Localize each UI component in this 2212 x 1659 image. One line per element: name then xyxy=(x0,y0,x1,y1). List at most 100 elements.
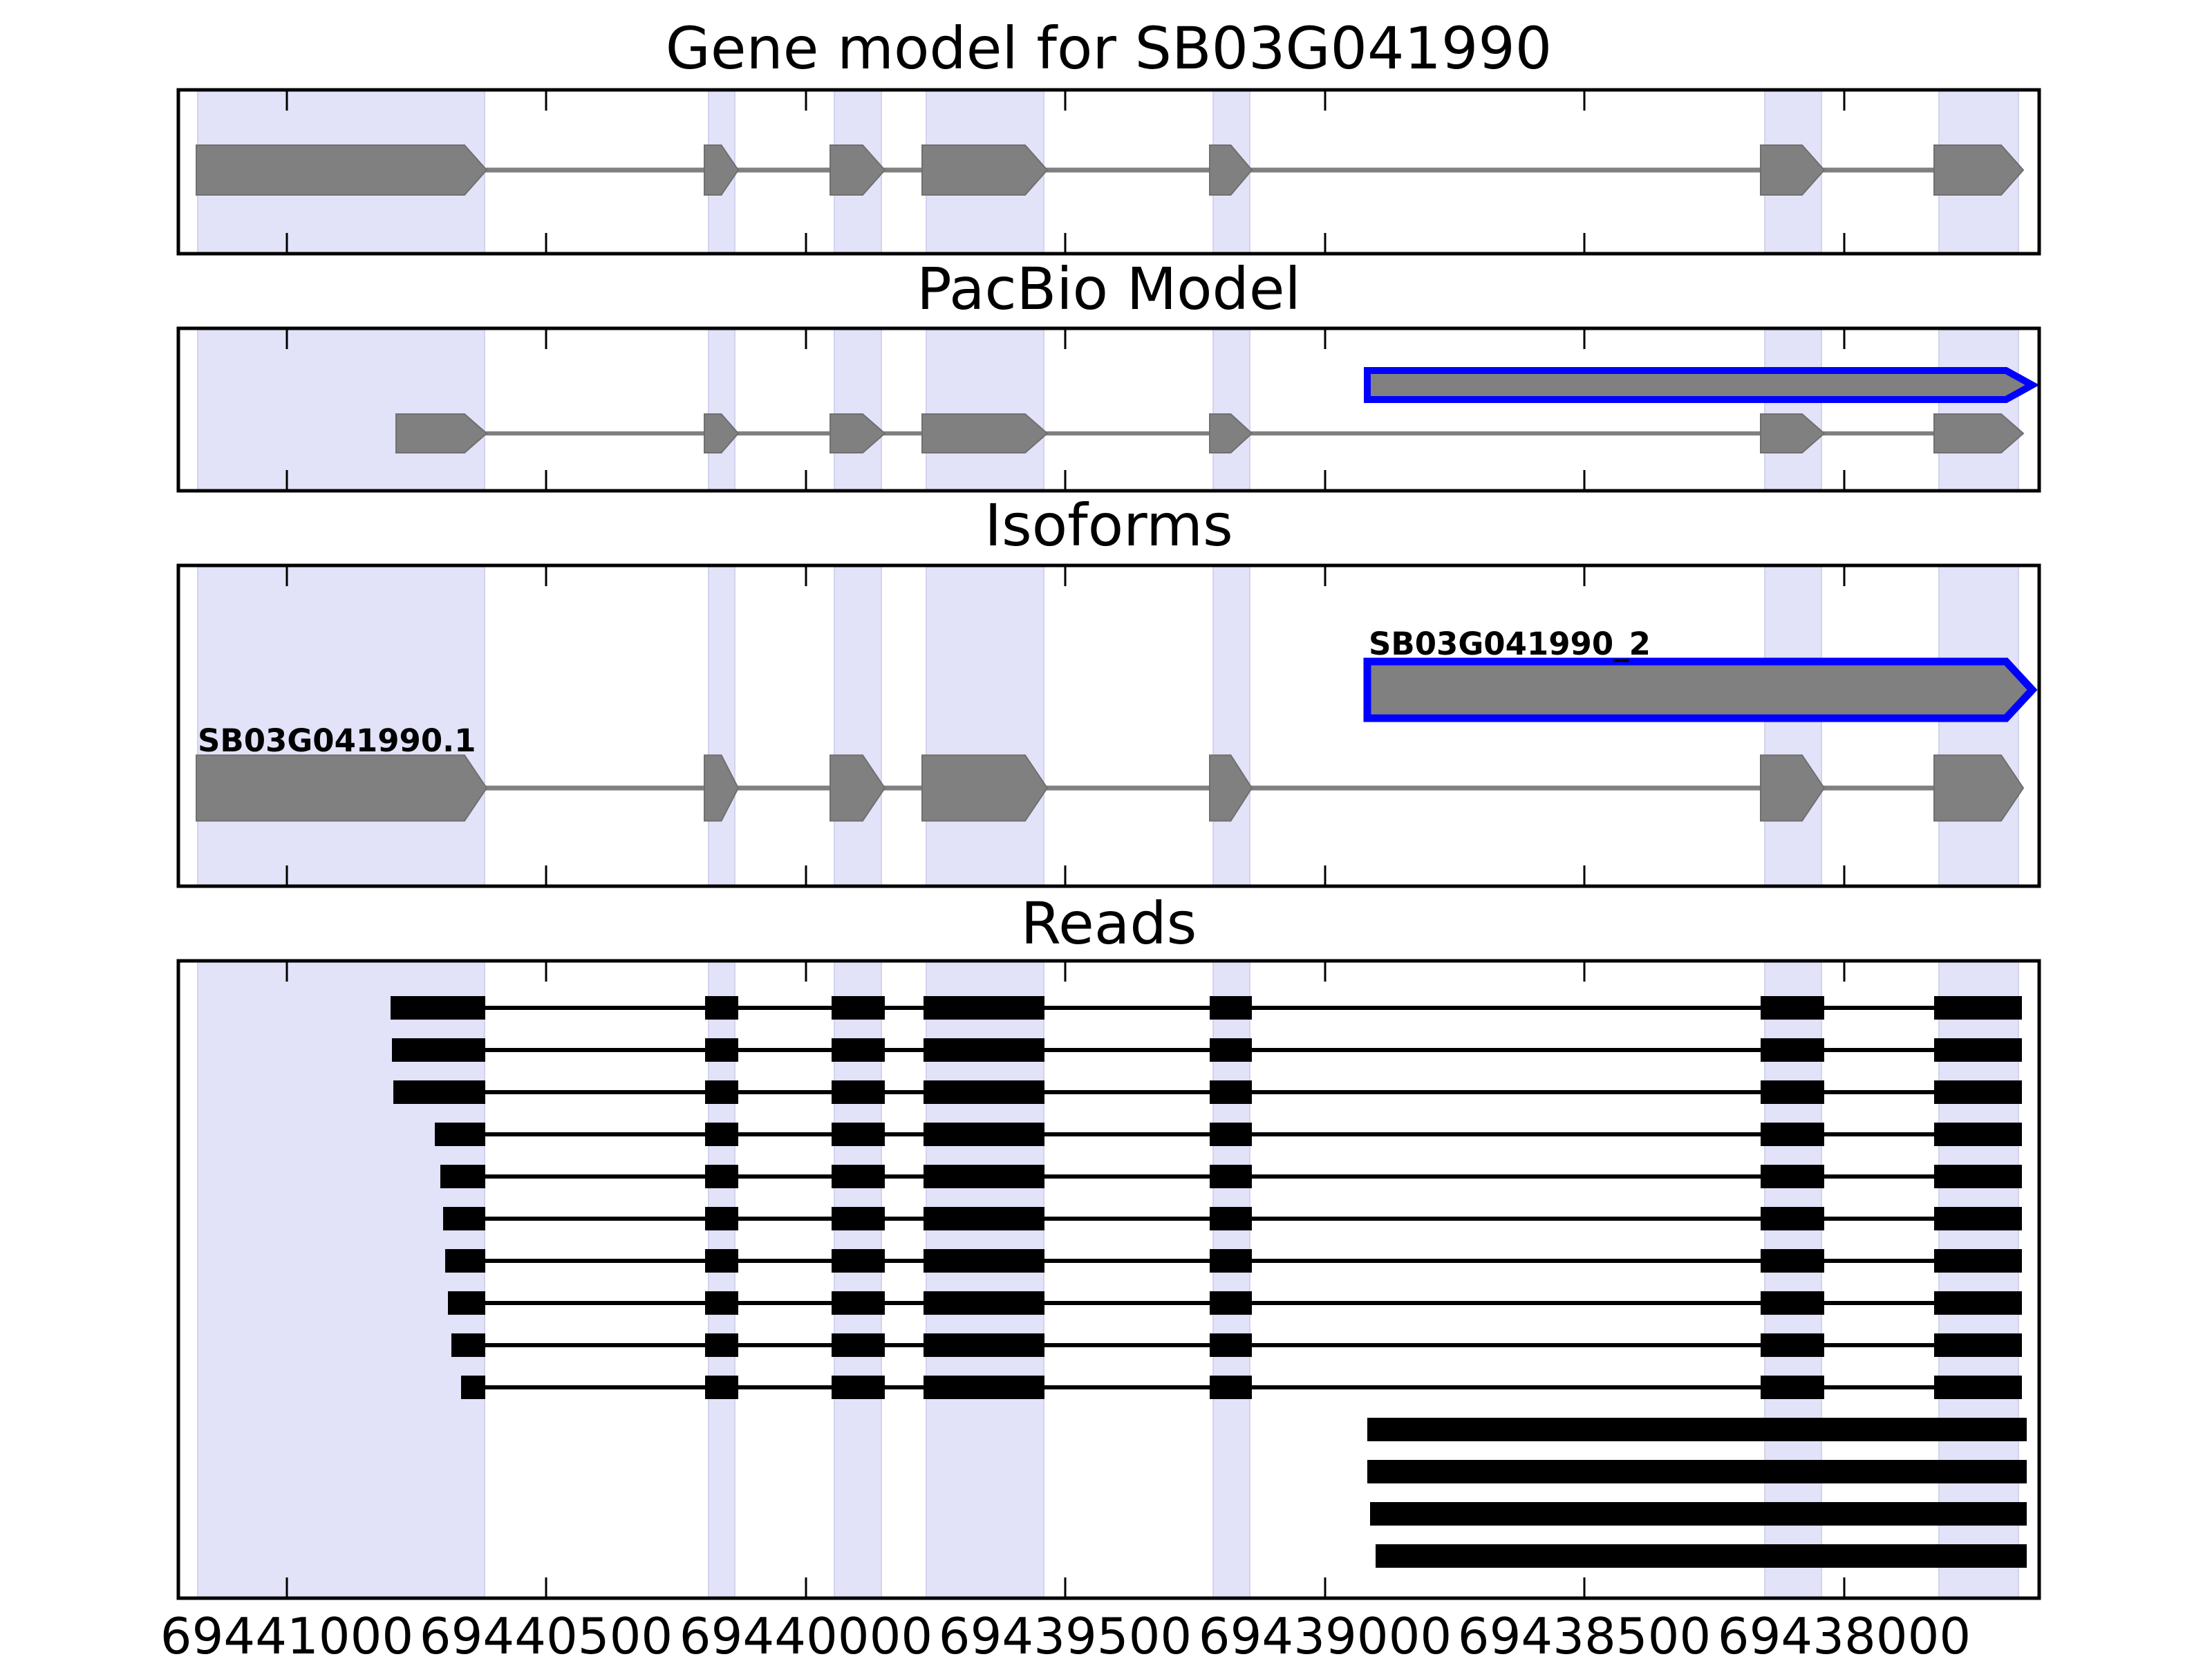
read-exon xyxy=(1210,1249,1252,1273)
panel-isoforms: SB03G041990_2 SB03G041990.1 xyxy=(176,563,2041,888)
read-exon xyxy=(1210,1123,1252,1146)
read-exon xyxy=(924,996,1044,1020)
read-exon xyxy=(1934,1333,2022,1357)
panel-gene-model xyxy=(176,88,2041,256)
read-exon xyxy=(461,1376,485,1399)
read-exon xyxy=(832,1038,885,1062)
x-axis-tick-label: 69440500 xyxy=(420,1607,673,1659)
unspliced-read xyxy=(1376,1544,2027,1568)
unspliced-read xyxy=(1367,1460,2027,1483)
x-axis-tick-label: 69439500 xyxy=(939,1607,1192,1659)
read-exon xyxy=(1934,1207,2022,1230)
read-exon xyxy=(832,1080,885,1104)
panel-title-reads: Reads xyxy=(1020,890,1197,957)
read-exon xyxy=(1210,1333,1252,1357)
x-axis-tick-label: 69438500 xyxy=(1458,1607,1711,1659)
read-exon xyxy=(1934,1376,2022,1399)
exon xyxy=(921,144,1049,196)
read-exon xyxy=(1934,1123,2022,1146)
read-exon xyxy=(391,996,485,1020)
panel-border xyxy=(176,326,2041,493)
read-exon xyxy=(705,1291,738,1315)
read-exon xyxy=(705,1165,738,1188)
exon-highlight-band xyxy=(834,960,882,1599)
exon xyxy=(830,754,886,822)
read-exon xyxy=(832,1123,885,1146)
read-exon xyxy=(451,1333,485,1357)
read-exon xyxy=(832,996,885,1020)
read-exon xyxy=(705,1249,738,1273)
read-exon xyxy=(1761,1376,1824,1399)
read-exon xyxy=(392,1038,485,1062)
read-exon xyxy=(1761,1333,1824,1357)
exon xyxy=(1760,144,1826,196)
isoform-label: SB03G041990_2 xyxy=(1369,626,1651,662)
panel-border xyxy=(176,959,2041,1600)
exon-highlight-band xyxy=(708,565,735,887)
read-exon xyxy=(924,1291,1044,1315)
read-exon xyxy=(1761,1207,1824,1230)
exon-highlight-band xyxy=(926,328,1044,491)
exon-highlight-band xyxy=(834,565,882,887)
x-axis-tick-label: 69441000 xyxy=(160,1607,413,1659)
exon xyxy=(196,144,488,196)
exon-highlight-band xyxy=(197,960,485,1599)
panel-pacbio-model xyxy=(176,326,2041,493)
exon xyxy=(1209,144,1253,196)
read-exon xyxy=(1210,1080,1252,1104)
exon-highlight-band xyxy=(708,328,735,491)
read-exon xyxy=(832,1165,885,1188)
panel-title-pacbio-model: PacBio Model xyxy=(917,255,1301,323)
read-exon xyxy=(705,996,738,1020)
read-exon xyxy=(445,1249,485,1273)
read-exon xyxy=(440,1165,485,1188)
read-exon xyxy=(705,1038,738,1062)
panel-reads xyxy=(176,959,2041,1600)
read-exon xyxy=(832,1291,885,1315)
x-axis-tick-labels: 69441000 69440500 69440000 69439500 69439000… xyxy=(160,1607,1971,1659)
exon-highlight-band xyxy=(1212,565,1250,887)
read-exon xyxy=(1761,1249,1824,1273)
exon xyxy=(921,413,1049,453)
read-exon xyxy=(1761,1080,1824,1104)
read-exon xyxy=(1934,1249,2022,1273)
read-exon xyxy=(443,1207,485,1230)
read-exon xyxy=(1761,996,1824,1020)
exon-highlight-band xyxy=(1938,565,2019,887)
exon-highlight-band xyxy=(834,328,882,491)
x-axis-tick-label: 69439000 xyxy=(1199,1607,1452,1659)
exon-highlight-band xyxy=(1212,328,1250,491)
exon xyxy=(1933,413,2025,453)
exon xyxy=(1933,754,2025,822)
isoform-label: SB03G041990.1 xyxy=(198,722,476,759)
exon xyxy=(830,413,886,453)
exon-highlight-band xyxy=(197,565,485,887)
exon xyxy=(1933,144,2025,196)
novel-isoform-exon xyxy=(1364,367,2040,403)
read-exon xyxy=(832,1376,885,1399)
x-axis-tick-label: 69440000 xyxy=(679,1607,932,1659)
read-exon xyxy=(705,1123,738,1146)
exon xyxy=(1760,754,1826,822)
read-exon xyxy=(1210,1376,1252,1399)
read-exon xyxy=(924,1376,1044,1399)
read-exon xyxy=(705,1080,738,1104)
unspliced-read xyxy=(1367,1418,2027,1441)
read-exon xyxy=(924,1080,1044,1104)
unspliced-read xyxy=(1370,1502,2027,1526)
read-exon xyxy=(1210,1165,1252,1188)
exon-highlight-band xyxy=(1938,960,2019,1599)
exon-highlight-band xyxy=(1764,960,1822,1599)
exon xyxy=(196,754,488,822)
read-exon xyxy=(448,1291,485,1315)
read-exon xyxy=(832,1207,885,1230)
panel-title-gene-model: Gene model for SB03G041990 xyxy=(665,15,1553,82)
exon xyxy=(1760,413,1826,453)
read-exon xyxy=(435,1123,485,1146)
panel-title-isoforms: Isoforms xyxy=(984,491,1233,559)
read-exon xyxy=(1934,1038,2022,1062)
read-exon xyxy=(1934,1291,2022,1315)
read-exon xyxy=(924,1249,1044,1273)
